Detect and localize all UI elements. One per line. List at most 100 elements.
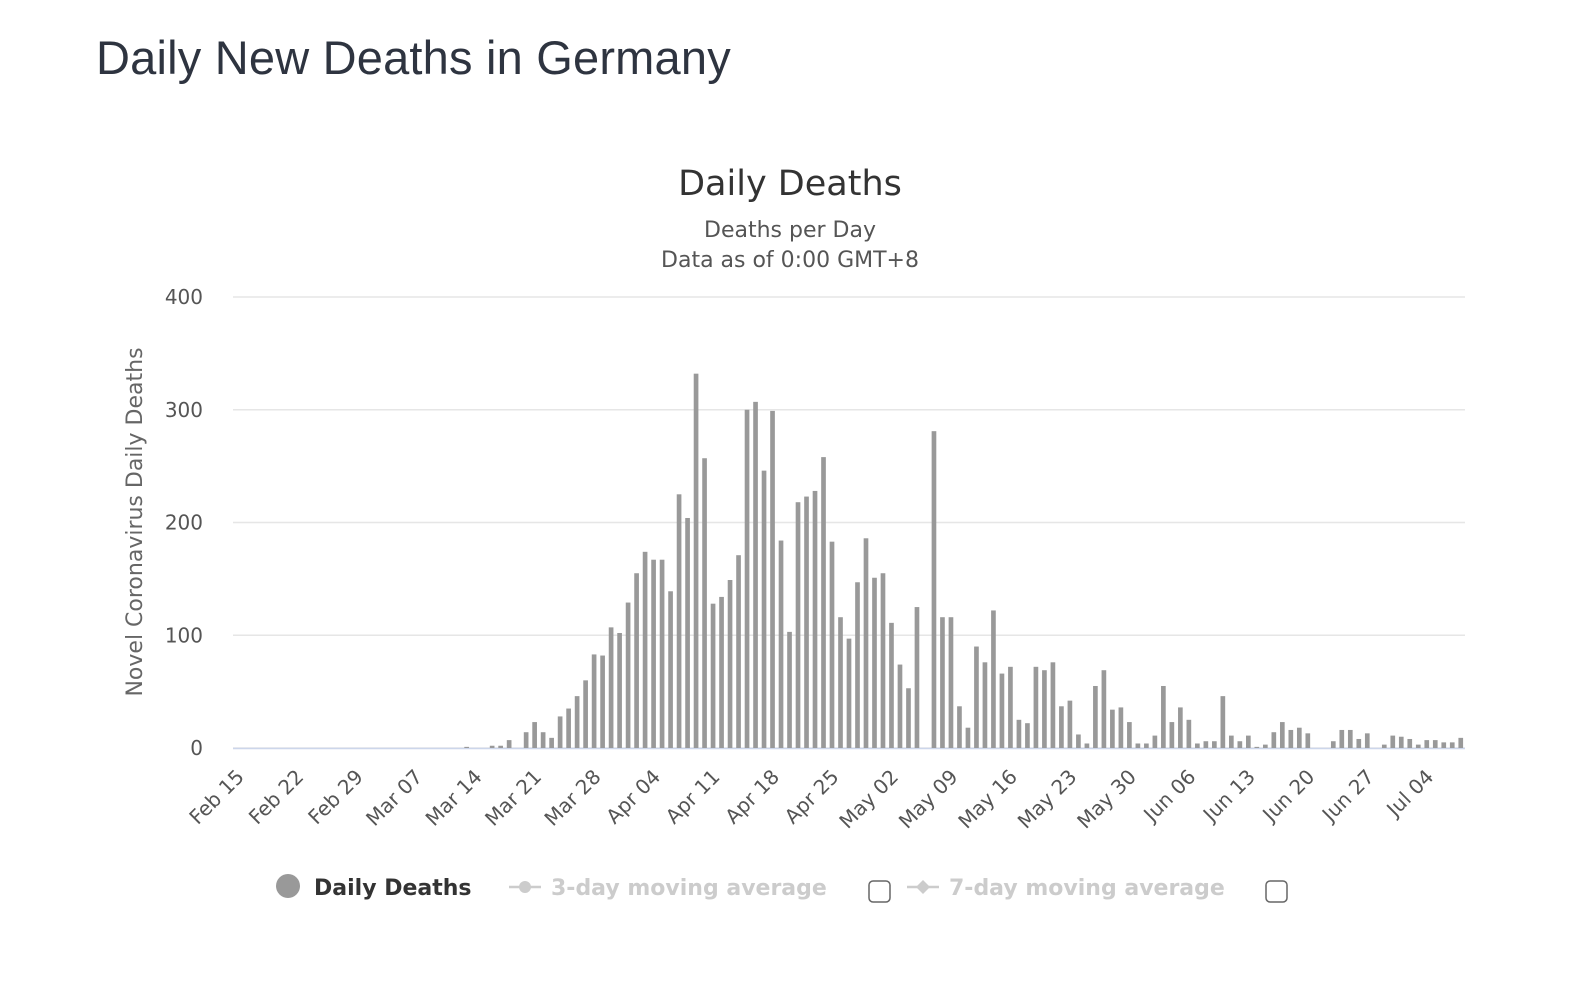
bar[interactable] xyxy=(1246,735,1251,748)
bar[interactable] xyxy=(498,745,503,748)
bar[interactable] xyxy=(1033,666,1039,748)
bar[interactable] xyxy=(1398,736,1404,748)
bar[interactable] xyxy=(999,673,1005,748)
bar[interactable] xyxy=(1262,744,1268,748)
legend-checkbox-3-day[interactable] xyxy=(868,880,891,903)
bar[interactable] xyxy=(880,573,886,748)
bar[interactable] xyxy=(1076,734,1081,748)
bar[interactable] xyxy=(1067,700,1073,748)
bar[interactable] xyxy=(1432,740,1438,748)
bar[interactable] xyxy=(770,410,775,748)
bar[interactable] xyxy=(1390,735,1396,748)
bar[interactable] xyxy=(1144,743,1149,748)
bar[interactable] xyxy=(668,591,673,748)
bar[interactable] xyxy=(1458,737,1464,748)
bar[interactable] xyxy=(965,727,971,748)
bar[interactable] xyxy=(855,582,860,748)
bar[interactable] xyxy=(642,551,648,748)
bar[interactable] xyxy=(600,655,605,748)
legend-item-3-day-average[interactable]: 3-day moving average xyxy=(509,876,827,901)
bar[interactable] xyxy=(727,580,733,748)
bar[interactable] xyxy=(736,555,741,748)
bar[interactable] xyxy=(1118,707,1124,748)
bar[interactable] xyxy=(1381,744,1387,748)
bar[interactable] xyxy=(1169,722,1175,748)
bar[interactable] xyxy=(1424,740,1430,748)
bar[interactable] xyxy=(863,538,869,748)
bar[interactable] xyxy=(566,708,571,748)
bar[interactable] xyxy=(1127,722,1132,748)
bar[interactable] xyxy=(591,654,597,748)
bar[interactable] xyxy=(659,559,665,748)
bar[interactable] xyxy=(1254,746,1260,748)
bar[interactable] xyxy=(1305,733,1311,748)
bar[interactable] xyxy=(625,602,631,748)
bar[interactable] xyxy=(1195,743,1200,748)
bar[interactable] xyxy=(1203,741,1209,748)
bar[interactable] xyxy=(1084,743,1090,748)
bar[interactable] xyxy=(787,631,792,748)
bar[interactable] xyxy=(710,603,716,748)
bar[interactable] xyxy=(1110,709,1115,748)
bar[interactable] xyxy=(1356,738,1362,748)
bar[interactable] xyxy=(506,740,512,748)
bar[interactable] xyxy=(991,610,996,748)
bar[interactable] xyxy=(583,680,588,748)
bar[interactable] xyxy=(532,722,537,748)
bar[interactable] xyxy=(906,688,911,748)
bar[interactable] xyxy=(1135,743,1141,748)
bar[interactable] xyxy=(744,409,750,748)
bar[interactable] xyxy=(1212,741,1217,748)
legend-checkbox-7-day[interactable] xyxy=(1265,880,1288,903)
bar[interactable] xyxy=(1237,741,1243,748)
bar[interactable] xyxy=(608,627,614,748)
bar[interactable] xyxy=(574,696,580,748)
legend-item-7-day-average[interactable]: 7-day moving average xyxy=(907,876,1225,901)
bar[interactable] xyxy=(1101,670,1107,748)
bar[interactable] xyxy=(914,607,920,748)
bar[interactable] xyxy=(634,573,639,748)
bar[interactable] xyxy=(651,559,656,748)
bar[interactable] xyxy=(1407,738,1413,748)
bar[interactable] xyxy=(1059,706,1064,748)
bar[interactable] xyxy=(1339,729,1345,748)
bar[interactable] xyxy=(702,458,707,748)
bar[interactable] xyxy=(948,617,954,748)
bar[interactable] xyxy=(974,646,979,748)
bar[interactable] xyxy=(1330,741,1336,748)
bar[interactable] xyxy=(719,596,724,748)
bar[interactable] xyxy=(804,496,809,748)
bar[interactable] xyxy=(617,632,622,748)
bar[interactable] xyxy=(685,517,690,748)
bar[interactable] xyxy=(1042,670,1047,748)
bar[interactable] xyxy=(778,540,784,748)
bar[interactable] xyxy=(693,373,699,748)
bar[interactable] xyxy=(1008,666,1013,748)
bar[interactable] xyxy=(1347,729,1353,748)
bar[interactable] xyxy=(489,745,495,748)
bar[interactable] xyxy=(838,617,843,748)
bar[interactable] xyxy=(540,732,546,748)
bar[interactable] xyxy=(940,617,945,748)
bar[interactable] xyxy=(1415,744,1421,748)
bar[interactable] xyxy=(1288,729,1294,748)
bar[interactable] xyxy=(821,457,826,748)
bar[interactable] xyxy=(557,716,563,748)
bar[interactable] xyxy=(761,470,767,748)
bar[interactable] xyxy=(1449,742,1455,748)
bar[interactable] xyxy=(1016,719,1022,748)
bar[interactable] xyxy=(1229,735,1234,748)
bar[interactable] xyxy=(795,502,801,748)
bar[interactable] xyxy=(846,638,852,748)
bar[interactable] xyxy=(812,490,818,748)
bar[interactable] xyxy=(1093,685,1098,748)
bar[interactable] xyxy=(1178,707,1183,748)
bar[interactable] xyxy=(1220,696,1226,748)
bar[interactable] xyxy=(753,401,758,748)
bar[interactable] xyxy=(1186,719,1192,748)
bar[interactable] xyxy=(1161,685,1166,748)
bar[interactable] xyxy=(897,664,903,748)
bar[interactable] xyxy=(1364,733,1370,748)
legend-item-daily-deaths[interactable]: Daily Deaths xyxy=(276,874,472,901)
bar[interactable] xyxy=(957,706,962,748)
